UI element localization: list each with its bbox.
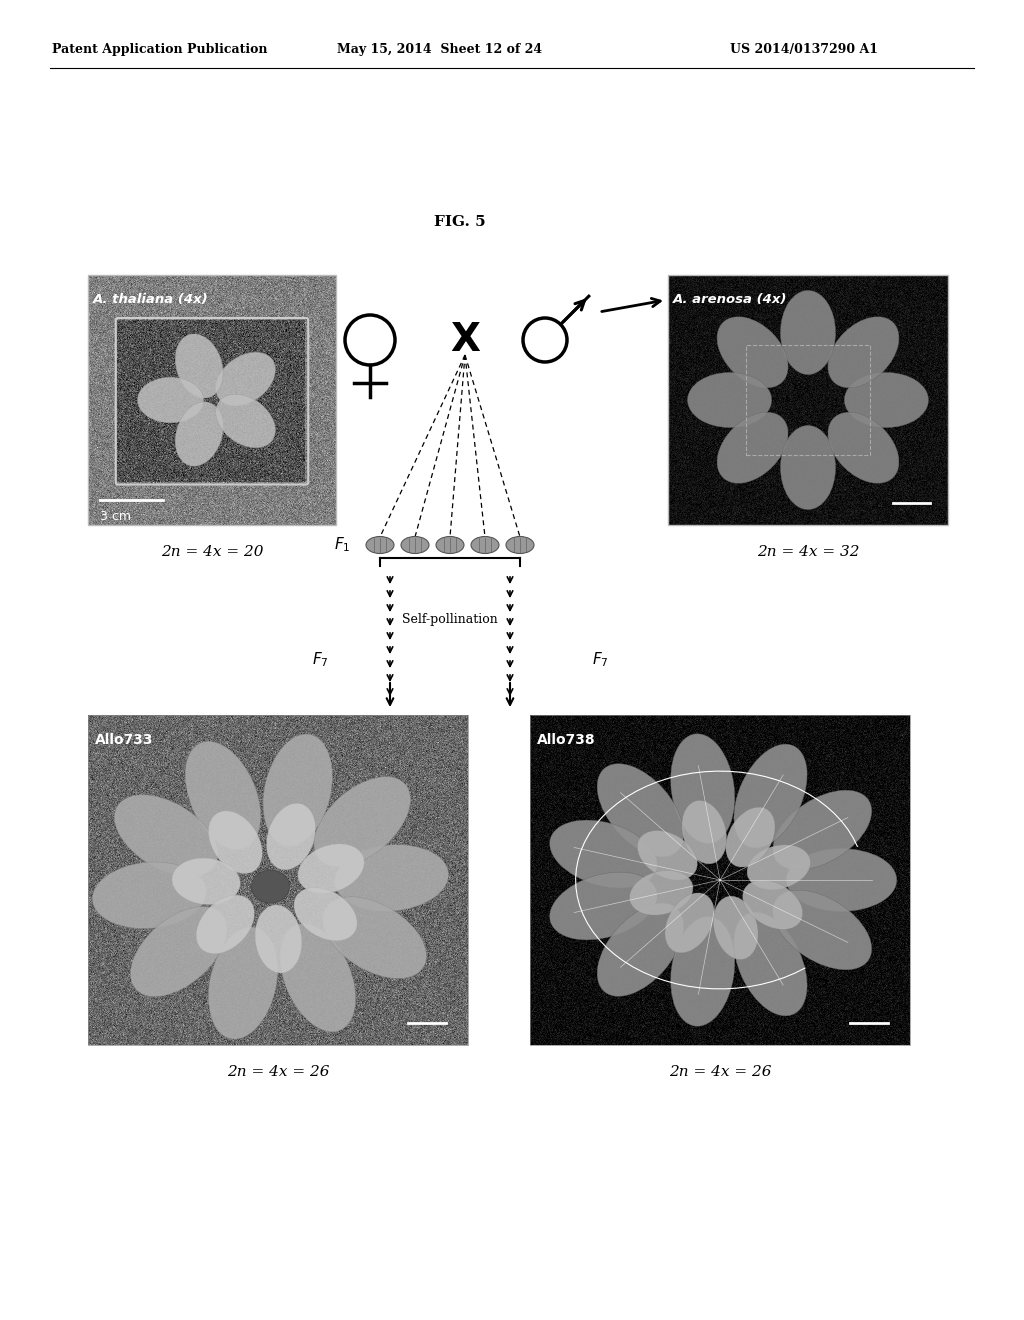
Ellipse shape bbox=[209, 810, 262, 874]
Ellipse shape bbox=[773, 890, 871, 970]
Ellipse shape bbox=[734, 744, 807, 847]
Ellipse shape bbox=[175, 401, 223, 466]
Ellipse shape bbox=[115, 795, 218, 876]
Ellipse shape bbox=[828, 412, 899, 483]
Ellipse shape bbox=[471, 536, 499, 553]
Ellipse shape bbox=[597, 903, 684, 997]
Ellipse shape bbox=[773, 791, 871, 870]
Text: A. arenosa (4x): A. arenosa (4x) bbox=[673, 293, 787, 306]
Ellipse shape bbox=[263, 734, 333, 846]
Ellipse shape bbox=[401, 536, 429, 553]
Ellipse shape bbox=[252, 870, 290, 903]
Ellipse shape bbox=[298, 843, 365, 894]
Ellipse shape bbox=[845, 372, 929, 428]
Text: 2n = 4x = 26: 2n = 4x = 26 bbox=[226, 1065, 330, 1078]
Text: 2n = 4x = 26: 2n = 4x = 26 bbox=[669, 1065, 771, 1078]
Ellipse shape bbox=[734, 912, 807, 1016]
Text: FIG. 5: FIG. 5 bbox=[434, 215, 485, 228]
Ellipse shape bbox=[630, 870, 693, 915]
Ellipse shape bbox=[281, 924, 355, 1032]
Text: 2n = 4x = 20: 2n = 4x = 20 bbox=[161, 545, 263, 558]
Ellipse shape bbox=[197, 895, 254, 954]
Ellipse shape bbox=[597, 764, 684, 857]
Text: $F_7$: $F_7$ bbox=[311, 651, 329, 669]
Ellipse shape bbox=[185, 742, 260, 850]
Ellipse shape bbox=[687, 372, 772, 428]
Ellipse shape bbox=[314, 776, 411, 867]
Ellipse shape bbox=[550, 873, 657, 940]
Ellipse shape bbox=[714, 896, 758, 960]
Text: $F_1$: $F_1$ bbox=[334, 536, 350, 554]
Ellipse shape bbox=[717, 412, 788, 483]
Ellipse shape bbox=[335, 845, 449, 911]
Ellipse shape bbox=[255, 906, 302, 973]
Ellipse shape bbox=[780, 290, 836, 375]
Ellipse shape bbox=[294, 887, 357, 941]
Ellipse shape bbox=[436, 536, 464, 553]
Ellipse shape bbox=[216, 395, 275, 447]
Ellipse shape bbox=[717, 317, 788, 388]
Text: US 2014/0137290 A1: US 2014/0137290 A1 bbox=[730, 44, 878, 57]
Text: 2n = 4x = 32: 2n = 4x = 32 bbox=[757, 545, 859, 558]
Ellipse shape bbox=[130, 907, 226, 997]
Text: Allo738: Allo738 bbox=[537, 733, 596, 747]
Ellipse shape bbox=[671, 916, 734, 1026]
Ellipse shape bbox=[786, 849, 897, 911]
Ellipse shape bbox=[209, 927, 278, 1039]
Ellipse shape bbox=[366, 536, 394, 553]
Ellipse shape bbox=[92, 862, 206, 928]
Ellipse shape bbox=[216, 352, 275, 405]
Ellipse shape bbox=[671, 734, 734, 843]
Text: Patent Application Publication: Patent Application Publication bbox=[52, 44, 267, 57]
Ellipse shape bbox=[780, 425, 836, 510]
Ellipse shape bbox=[506, 536, 534, 553]
Text: Self-pollination: Self-pollination bbox=[402, 614, 498, 627]
Ellipse shape bbox=[665, 892, 714, 953]
Ellipse shape bbox=[726, 807, 775, 867]
Text: $F_7$: $F_7$ bbox=[592, 651, 608, 669]
Ellipse shape bbox=[137, 378, 204, 422]
Ellipse shape bbox=[742, 880, 803, 929]
Text: A. thaliana (4x): A. thaliana (4x) bbox=[93, 293, 209, 306]
Text: 3 cm: 3 cm bbox=[100, 510, 131, 523]
Text: X: X bbox=[450, 321, 480, 359]
Ellipse shape bbox=[637, 830, 697, 880]
Ellipse shape bbox=[828, 317, 899, 388]
Ellipse shape bbox=[550, 820, 657, 888]
Ellipse shape bbox=[175, 334, 223, 399]
Ellipse shape bbox=[682, 800, 727, 863]
Text: Allo733: Allo733 bbox=[95, 733, 154, 747]
Ellipse shape bbox=[323, 896, 426, 978]
Ellipse shape bbox=[748, 845, 810, 890]
Ellipse shape bbox=[266, 804, 315, 870]
Text: May 15, 2014  Sheet 12 of 24: May 15, 2014 Sheet 12 of 24 bbox=[338, 44, 543, 57]
Ellipse shape bbox=[172, 858, 241, 904]
